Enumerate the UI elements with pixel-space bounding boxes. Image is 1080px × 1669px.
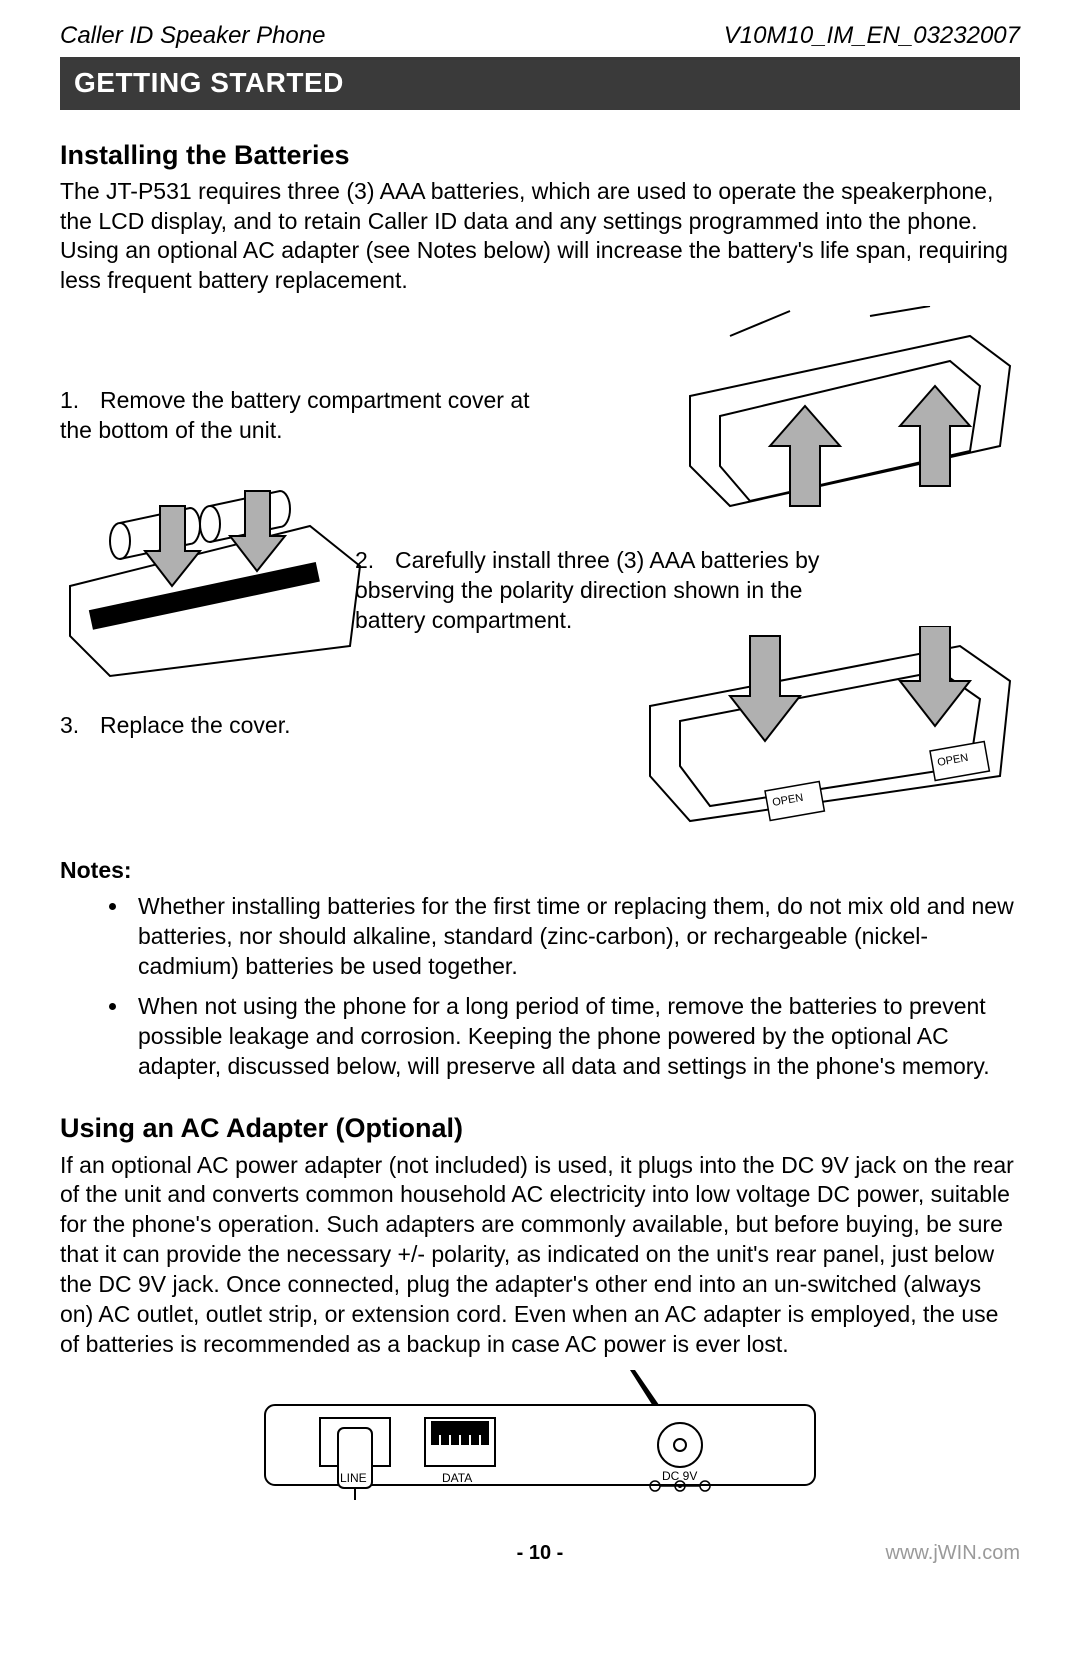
notes-block: Notes: Whether installing batteries for … [60,856,1020,1081]
illus-rear-panel: LINE DATA DC 9V [260,1370,820,1500]
steps-area: 1.Remove the battery compartment cover a… [60,326,1020,846]
illus-cover-lift [670,306,1020,526]
section-bar: GETTING STARTED [60,57,1020,109]
footer-site: www.jWIN.com [886,1540,1020,1566]
rear-port-data: DATA [442,1471,472,1485]
notes-list: Whether installing batteries for the fir… [60,892,1020,1081]
step2: 2.Carefully install three (3) AAA batter… [355,546,855,636]
page-number: - 10 - [517,1540,564,1566]
illus-cover-replace: OPEN OPEN [640,626,1020,836]
page-header: Caller ID Speaker Phone V10M10_IM_EN_032… [60,20,1020,51]
step2-num: 2. [355,546,395,576]
ac-body: If an optional AC power adapter (not inc… [60,1151,1020,1360]
ac-section: Using an AC Adapter (Optional) If an opt… [60,1111,1020,1499]
note-item: When not using the phone for a long peri… [130,992,1020,1082]
batteries-intro: The JT-P531 requires three (3) AAA batte… [60,177,1020,297]
step2-text: Carefully install three (3) AAA batterie… [355,547,819,633]
header-right: V10M10_IM_EN_03232007 [724,20,1020,51]
step1: 1.Remove the battery compartment cover a… [60,386,560,446]
page-footer: - 10 - www.jWIN.com [60,1540,1020,1564]
step3: 3.Replace the cover. [60,711,360,741]
rear-port-line: LINE [340,1471,367,1485]
illus-batteries-install [60,466,370,686]
header-left: Caller ID Speaker Phone [60,20,325,51]
step1-num: 1. [60,386,100,416]
ac-heading: Using an AC Adapter (Optional) [60,1111,1020,1146]
notes-label: Notes: [60,856,1020,886]
step1-text: Remove the battery compartment cover at … [60,387,530,443]
step3-num: 3. [60,711,100,741]
step3-text: Replace the cover. [100,712,291,738]
batteries-heading: Installing the Batteries [60,138,1020,173]
note-item: Whether installing batteries for the fir… [130,892,1020,982]
